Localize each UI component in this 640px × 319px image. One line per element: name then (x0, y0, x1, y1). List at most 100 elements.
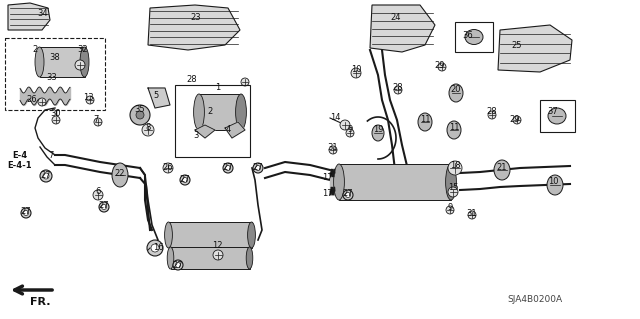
Circle shape (173, 260, 183, 270)
Text: 29: 29 (435, 61, 445, 70)
Polygon shape (148, 88, 170, 108)
Text: 29: 29 (509, 115, 520, 124)
Bar (339, 164, 451, 200)
Circle shape (24, 211, 29, 216)
Text: 11: 11 (449, 123, 460, 132)
Ellipse shape (112, 163, 128, 187)
Circle shape (94, 118, 102, 126)
Circle shape (43, 173, 49, 179)
Text: 23: 23 (191, 12, 202, 21)
Circle shape (75, 60, 85, 70)
Circle shape (343, 190, 353, 200)
Circle shape (253, 163, 263, 173)
Ellipse shape (465, 29, 483, 44)
Text: 36: 36 (463, 31, 474, 40)
Text: 12: 12 (212, 241, 222, 250)
Text: 13: 13 (83, 93, 93, 101)
Circle shape (99, 202, 109, 212)
Ellipse shape (447, 121, 461, 139)
Text: 14: 14 (330, 114, 340, 122)
Ellipse shape (246, 247, 253, 269)
Text: 27: 27 (99, 201, 109, 210)
Text: 9: 9 (348, 125, 353, 135)
Text: 25: 25 (512, 41, 522, 49)
Text: 24: 24 (391, 12, 401, 21)
Ellipse shape (372, 125, 384, 141)
Ellipse shape (418, 113, 432, 131)
Text: 32: 32 (77, 46, 88, 55)
Text: 8: 8 (145, 122, 150, 131)
Text: 28: 28 (486, 108, 497, 116)
Text: 38: 38 (50, 53, 60, 62)
Circle shape (86, 96, 94, 104)
Text: 7: 7 (93, 115, 99, 124)
Text: 6: 6 (95, 188, 100, 197)
Circle shape (394, 86, 402, 94)
Text: 27: 27 (223, 164, 234, 173)
Circle shape (468, 211, 476, 219)
Ellipse shape (193, 94, 204, 130)
Text: 30: 30 (51, 108, 61, 117)
Circle shape (438, 63, 446, 71)
Circle shape (255, 166, 260, 170)
Polygon shape (148, 5, 240, 50)
Circle shape (136, 111, 144, 119)
Text: 31: 31 (328, 144, 339, 152)
Text: 37: 37 (548, 108, 558, 116)
Text: 28: 28 (187, 76, 197, 85)
Circle shape (142, 124, 154, 136)
Circle shape (182, 177, 188, 182)
Text: 15: 15 (448, 183, 458, 192)
Bar (175, 85, 250, 157)
Ellipse shape (445, 164, 456, 200)
Polygon shape (195, 125, 215, 138)
Circle shape (225, 166, 230, 170)
Text: 27: 27 (173, 261, 183, 270)
Text: 31: 31 (467, 209, 477, 218)
Ellipse shape (333, 164, 344, 200)
Text: 2: 2 (33, 46, 38, 55)
Text: 20: 20 (451, 85, 461, 94)
Circle shape (147, 240, 163, 256)
Text: 19: 19 (372, 125, 383, 135)
Text: E-4: E-4 (12, 151, 28, 160)
Text: 4: 4 (225, 125, 230, 135)
Circle shape (513, 116, 521, 124)
Ellipse shape (35, 47, 44, 77)
Circle shape (351, 68, 361, 78)
Circle shape (175, 263, 180, 268)
Text: 27: 27 (41, 170, 51, 180)
Circle shape (102, 204, 106, 210)
Ellipse shape (494, 160, 510, 180)
Circle shape (38, 98, 46, 106)
Circle shape (329, 146, 337, 154)
Circle shape (488, 111, 496, 119)
Text: 27: 27 (253, 164, 263, 173)
Circle shape (346, 129, 354, 137)
Bar (540, 100, 575, 132)
Ellipse shape (548, 108, 566, 124)
Ellipse shape (80, 47, 89, 77)
Ellipse shape (248, 222, 255, 248)
Text: 27: 27 (342, 189, 353, 197)
Ellipse shape (547, 175, 563, 195)
Circle shape (448, 161, 462, 175)
Polygon shape (498, 25, 572, 72)
Text: 34: 34 (38, 10, 48, 19)
Text: 35: 35 (134, 106, 145, 115)
Circle shape (163, 163, 173, 173)
Bar (40, 47, 84, 77)
Polygon shape (8, 3, 50, 30)
Bar (199, 94, 241, 130)
Circle shape (213, 250, 223, 260)
Text: 17: 17 (322, 174, 332, 182)
Text: 17: 17 (322, 189, 332, 197)
Text: 26: 26 (27, 95, 37, 105)
Circle shape (180, 175, 190, 185)
Ellipse shape (167, 247, 174, 269)
Text: FR.: FR. (29, 297, 51, 307)
Ellipse shape (236, 94, 246, 130)
Text: 3: 3 (193, 130, 198, 139)
Text: 21: 21 (497, 164, 508, 173)
Polygon shape (370, 5, 435, 52)
